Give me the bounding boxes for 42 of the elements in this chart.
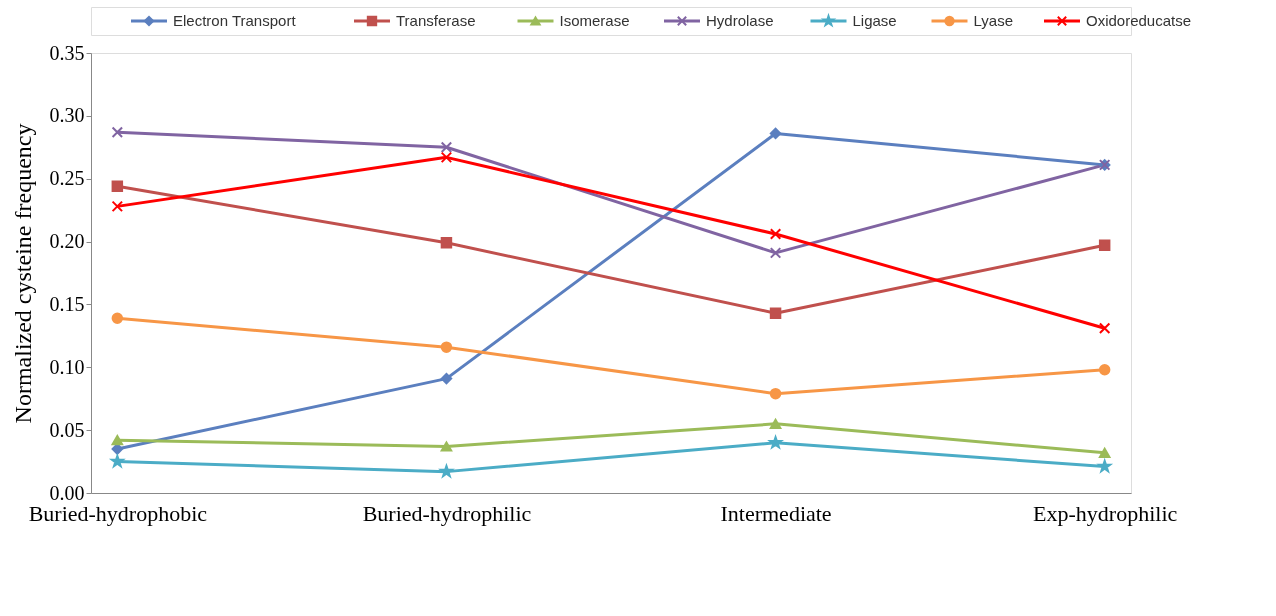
point: [769, 228, 782, 240]
legend-label: Electron Transport: [173, 12, 297, 29]
legend-label: Hydrolase: [706, 12, 774, 29]
point: [440, 441, 453, 452]
y-tick-label: 0.25: [49, 167, 85, 190]
point: [440, 464, 453, 478]
point: [111, 180, 124, 192]
point: [440, 372, 453, 385]
point: [440, 237, 453, 249]
point: [111, 435, 124, 446]
y-tick-label: 0.30: [49, 104, 85, 127]
y-tick-label: 0.10: [49, 355, 85, 378]
point: [1098, 322, 1111, 335]
point: [769, 307, 782, 319]
point: [111, 126, 124, 138]
point: [111, 312, 124, 324]
x-tick-label: Exp-hydrophilic: [1033, 500, 1178, 526]
y-tick-label: 0.05: [49, 418, 85, 441]
legend-label: Transferase: [396, 12, 476, 29]
point: [1098, 459, 1112, 473]
legend-label: Lyase: [973, 12, 1013, 29]
point: [1098, 364, 1111, 376]
point: [769, 127, 782, 140]
point: [1098, 447, 1111, 458]
y-axis-title: Normalized cysteine frequency: [9, 123, 36, 424]
point: [440, 151, 453, 164]
legend-label: Ligase: [852, 12, 897, 29]
x-tick-label: Intermediate: [720, 500, 832, 526]
point: [769, 387, 782, 400]
point: [769, 247, 782, 259]
y-tick-label: 0.20: [49, 230, 85, 253]
y-tick-label: 0.15: [49, 292, 85, 315]
point: [1098, 239, 1111, 252]
legend-label: Isomerase: [559, 12, 630, 29]
point: [440, 341, 453, 353]
point: [769, 418, 782, 429]
point: [110, 454, 124, 468]
point: [440, 141, 453, 154]
point: [111, 200, 124, 213]
y-tick-label: 0.35: [49, 41, 85, 64]
x-tick-label: Buried-hydrophilic: [362, 500, 532, 526]
legend-label: Oxidoreducatse: [1086, 12, 1192, 29]
